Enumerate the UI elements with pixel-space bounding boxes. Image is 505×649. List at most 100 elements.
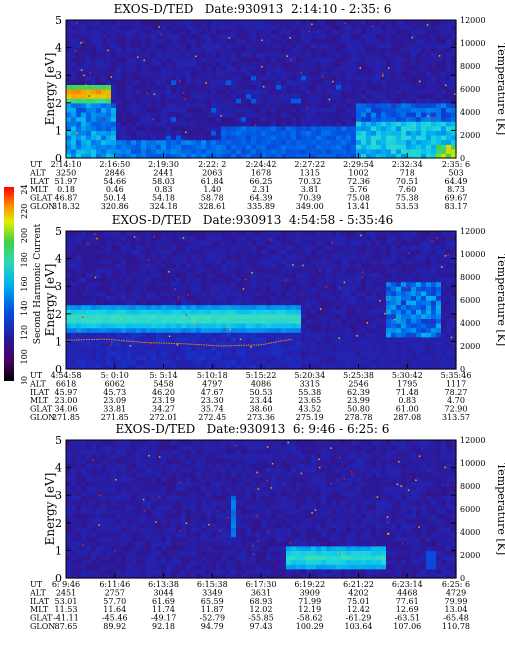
heatmap-cell [371, 254, 377, 260]
heatmap-cell [196, 281, 202, 287]
heatmap-cell [256, 89, 262, 95]
heatmap-cell [371, 70, 377, 76]
heatmap-cell [301, 323, 307, 329]
heatmap-cell [396, 20, 402, 26]
heatmap-cell [376, 304, 382, 310]
heatmap-cell [111, 281, 117, 287]
heatmap-cell [201, 350, 207, 356]
heatmap-cell [446, 20, 452, 26]
heatmap-cell [66, 267, 72, 273]
heatmap-cell [441, 323, 447, 329]
heatmap-cell [176, 135, 182, 141]
heatmap-cell [446, 125, 452, 131]
heatmap-cell [276, 98, 282, 104]
heatmap-cell [436, 47, 442, 53]
heatmap-cell [306, 130, 312, 136]
heatmap-cell [281, 277, 287, 283]
heatmap-cell [276, 295, 282, 301]
heatmap-cell [321, 153, 327, 159]
heatmap-cell [311, 43, 317, 49]
heatmap-cell [421, 272, 427, 278]
heatmap-cell [396, 102, 402, 108]
heatmap-cell [321, 290, 327, 296]
heatmap-cell [106, 244, 112, 250]
heatmap-cell [66, 130, 72, 136]
heatmap-cell [216, 107, 222, 113]
heatmap-cell [246, 281, 252, 287]
heatmap-cell [246, 235, 252, 241]
heatmap-cell [171, 24, 177, 30]
heatmap-cell [231, 144, 237, 150]
heatmap-cell [391, 346, 397, 352]
heatmap-cell [171, 33, 177, 39]
heatmap-cell [206, 112, 212, 118]
heatmap-cell [306, 38, 312, 44]
heatmap-cell [191, 102, 197, 108]
heatmap-cell [451, 327, 457, 333]
heatmap-cell [381, 79, 387, 85]
heatmap-cell [366, 144, 372, 150]
heatmap-cell [361, 135, 367, 141]
heatmap-cell [251, 52, 257, 58]
heatmap-cell [226, 130, 232, 136]
heatmap-cell [241, 75, 247, 81]
heatmap-cell [381, 84, 387, 90]
heatmap-cell [186, 318, 192, 324]
heatmap-cell [121, 148, 127, 154]
heatmap-cell [251, 112, 257, 118]
heatmap-cell [131, 144, 137, 150]
heatmap-cell [351, 336, 357, 342]
heatmap-cell [171, 309, 177, 315]
y-tick-label: 5 [55, 14, 62, 27]
heatmap-cell [191, 98, 197, 104]
heatmap-cell [386, 135, 392, 141]
noise-dot [366, 321, 369, 324]
heatmap-cell [306, 281, 312, 287]
heatmap-cell [256, 79, 262, 85]
heatmap-cell [176, 240, 182, 246]
heatmap-cell [181, 323, 187, 329]
heatmap-cell [406, 121, 412, 127]
heatmap-cell [361, 336, 367, 342]
heatmap-cell [451, 61, 457, 67]
heatmap-cell [121, 286, 127, 292]
heatmap-cell [201, 125, 207, 131]
heatmap-cell [311, 139, 317, 145]
heatmap-cell [236, 309, 242, 315]
heatmap-cell [131, 125, 137, 131]
heatmap-cell [276, 84, 282, 90]
heatmap-cell [416, 240, 422, 246]
heatmap-cell [181, 43, 187, 49]
heatmap-cell [321, 43, 327, 49]
heatmap-cell [231, 281, 237, 287]
heatmap-cell [401, 323, 407, 329]
heatmap-cell [81, 29, 87, 35]
heatmap-cell [196, 29, 202, 35]
heatmap-cell [206, 89, 212, 95]
heatmap-cell [131, 332, 137, 338]
noise-dot [447, 254, 449, 256]
heatmap-cell [281, 70, 287, 76]
heatmap-cell [231, 135, 237, 141]
heatmap-cell [101, 112, 107, 118]
heatmap-cell [341, 235, 347, 241]
heatmap-cell [281, 61, 287, 67]
heatmap-cell [141, 346, 147, 352]
heatmap-cell [181, 52, 187, 58]
heatmap-cell [146, 66, 152, 72]
heatmap-cell [401, 66, 407, 72]
heatmap-cell [286, 304, 292, 310]
heatmap-cell [346, 272, 352, 278]
heatmap-cell [286, 290, 292, 296]
heatmap-cell [136, 267, 142, 273]
heatmap-cell [216, 29, 222, 35]
heatmap-cell [106, 61, 112, 67]
heatmap-cell [121, 327, 127, 333]
heatmap-cell [136, 318, 142, 324]
heatmap-cell [86, 318, 92, 324]
heatmap-cell [341, 130, 347, 136]
heatmap-cell [281, 323, 287, 329]
heatmap-cell [236, 52, 242, 58]
heatmap-cell [76, 350, 82, 356]
heatmap-cell [181, 89, 187, 95]
